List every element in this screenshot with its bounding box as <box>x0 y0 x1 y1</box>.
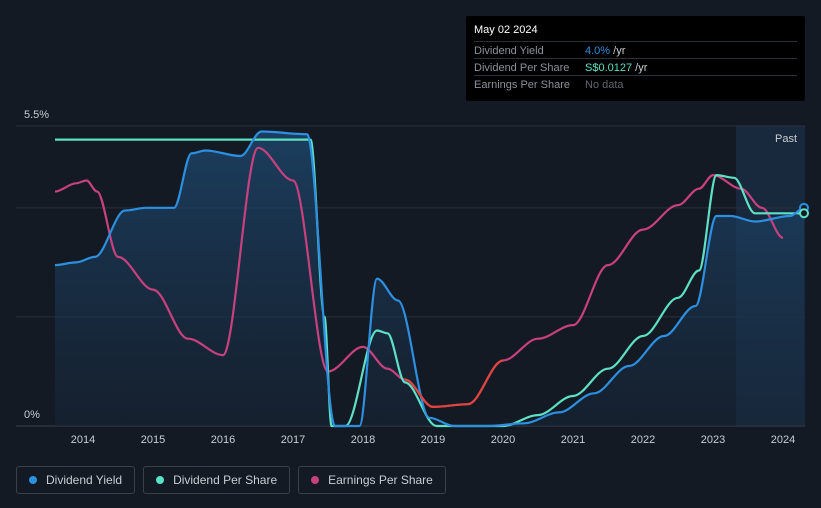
legend-item-dividend-yield[interactable]: Dividend Yield <box>16 466 136 494</box>
tooltip-value: No data <box>585 79 624 91</box>
x-tick-label: 2016 <box>211 434 235 446</box>
legend: Dividend Yield Dividend Per Share Earnin… <box>16 466 446 494</box>
legend-label: Dividend Yield <box>46 473 123 487</box>
tooltip-label: Dividend Yield <box>474 45 544 57</box>
x-tick-label: 2017 <box>281 434 305 446</box>
dividend-per-share-line <box>55 138 804 428</box>
tooltip-value: 4.0% /yr <box>585 45 626 57</box>
legend-label: Dividend Per Share <box>173 473 278 487</box>
earnings-per-share-line <box>54 146 784 408</box>
legend-dot-icon <box>156 476 165 484</box>
legend-item-dividend-per-share[interactable]: Dividend Per Share <box>143 466 291 494</box>
legend-dot-icon <box>311 476 320 484</box>
tooltip-label: Dividend Per Share <box>474 62 570 74</box>
x-tick-label: 2021 <box>561 434 585 446</box>
tooltip-row-dividend-per-share: Dividend Per Share S$0.0127 /yr <box>474 58 797 76</box>
tooltip-row-earnings-per-share: Earnings Per Share No data <box>474 75 797 93</box>
tooltip-date: May 02 2024 <box>474 24 538 36</box>
x-tick-label: 2020 <box>491 434 515 446</box>
x-tick-label: 2022 <box>631 434 655 446</box>
y-axis-top-label: 5.5% <box>24 109 49 121</box>
legend-dot-icon <box>29 476 37 484</box>
legend-label: Earnings Per Share <box>328 473 433 487</box>
y-axis-bottom-label: 0% <box>24 409 40 421</box>
tooltip-value: S$0.0127 /yr <box>585 62 648 74</box>
x-tick-label: 2024 <box>771 434 795 446</box>
dividend-yield-area <box>55 131 804 426</box>
tooltip-label: Earnings Per Share <box>474 79 570 91</box>
x-tick-label: 2015 <box>141 434 165 446</box>
x-tick-label: 2018 <box>351 434 375 446</box>
past-label: Past <box>775 133 797 145</box>
dividend-yield-line <box>54 130 805 428</box>
series-end-marker <box>799 208 809 219</box>
tooltip-panel: May 02 2024 Dividend Yield 4.0% /yr Divi… <box>466 16 805 101</box>
tooltip-row-dividend-yield: Dividend Yield 4.0% /yr <box>474 41 797 59</box>
x-tick-label: 2014 <box>71 434 95 446</box>
x-tick-label: 2019 <box>421 434 445 446</box>
x-tick-label: 2023 <box>701 434 725 446</box>
legend-item-earnings-per-share[interactable]: Earnings Per Share <box>298 466 446 494</box>
earnings-per-share-negative-segment <box>404 359 504 409</box>
